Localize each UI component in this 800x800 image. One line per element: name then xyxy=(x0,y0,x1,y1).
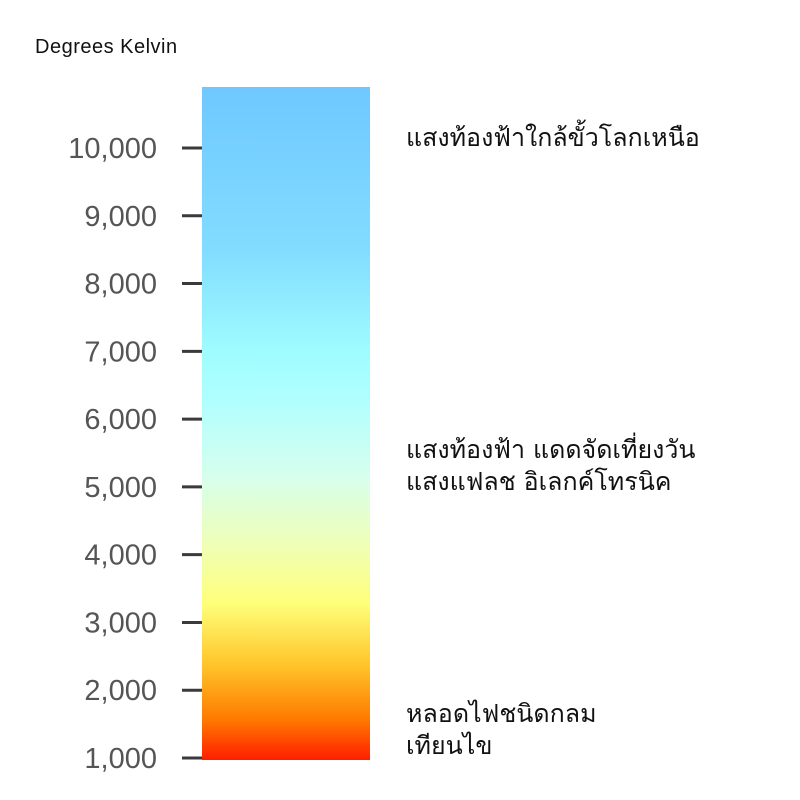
tick-label: 1,000 xyxy=(84,743,157,775)
tick-label: 9,000 xyxy=(84,201,157,233)
tick-label: 3,000 xyxy=(84,607,157,639)
tick-label: 10,000 xyxy=(68,133,157,165)
tick-label: 2,000 xyxy=(84,675,157,707)
annotation-line: แสงแฟลช อิเลกค์โทรนิค xyxy=(406,466,672,496)
annotation-line: แสงท้องฟ้าใกล้ขั้วโลกเหนือ xyxy=(406,123,700,152)
tick-label: 7,000 xyxy=(84,336,157,368)
annotation: หลอดไฟชนิดกลม เทียนไข xyxy=(406,698,597,762)
tick-label: 6,000 xyxy=(84,404,157,436)
tick-label: 8,000 xyxy=(84,269,157,301)
annotation: แสงท้องฟ้าใกล้ขั้วโลกเหนือ xyxy=(406,122,700,154)
tick-label: 4,000 xyxy=(84,540,157,572)
gradient-bar xyxy=(202,87,370,760)
axis-title: Degrees Kelvin xyxy=(35,36,178,58)
annotation-line: แสงท้องฟ้า แดดจัดเที่ยงวัน xyxy=(406,434,696,464)
annotation: แสงท้องฟ้า แดดจัดเที่ยงวัน แสงแฟลช อิเลกค… xyxy=(406,434,695,498)
annotation-line: หลอดไฟชนิดกลม xyxy=(406,699,597,729)
tick-label: 5,000 xyxy=(84,472,157,504)
annotation-line: เทียนไข xyxy=(406,731,493,761)
